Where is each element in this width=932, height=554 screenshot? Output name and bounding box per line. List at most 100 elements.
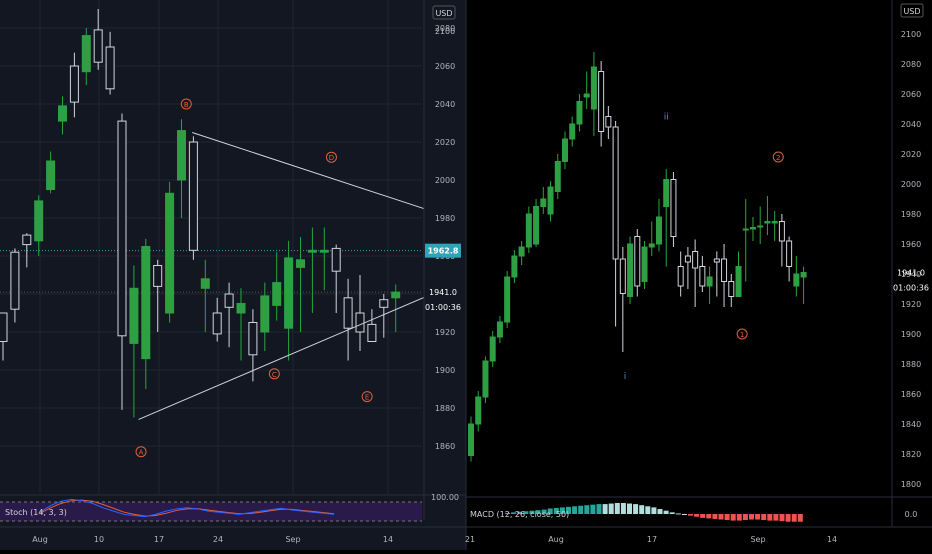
candle[interactable] (482, 356, 489, 404)
candle[interactable] (319, 227, 329, 291)
candle[interactable] (496, 316, 503, 343)
price-tick-label: 2000 (901, 180, 921, 189)
candle[interactable] (93, 9, 103, 70)
candle[interactable] (764, 196, 771, 235)
candle[interactable] (706, 266, 713, 305)
candle[interactable] (554, 154, 561, 199)
price-axis[interactable] (424, 0, 466, 520)
candle[interactable] (34, 195, 44, 256)
candle[interactable] (627, 236, 634, 305)
currency-label: USD (903, 7, 920, 16)
triangle-trendline[interactable] (192, 132, 442, 215)
candle[interactable] (307, 227, 317, 314)
candle[interactable] (583, 71, 590, 110)
currency-box[interactable] (432, 5, 456, 20)
candle[interactable] (177, 119, 186, 218)
time-axis[interactable] (0, 527, 466, 550)
candle[interactable] (771, 211, 778, 241)
candle[interactable] (576, 94, 583, 132)
candle[interactable] (757, 206, 764, 245)
candle[interactable] (605, 106, 612, 139)
candle[interactable] (518, 241, 525, 265)
candle[interactable] (525, 206, 532, 254)
candle[interactable] (728, 274, 735, 307)
candle[interactable] (749, 217, 756, 241)
candle[interactable] (778, 214, 785, 267)
candle[interactable] (81, 28, 91, 85)
candle[interactable] (343, 278, 353, 361)
candle[interactable] (475, 391, 482, 432)
candle-body (153, 265, 163, 287)
candle[interactable] (742, 199, 749, 282)
candle[interactable] (0, 312, 8, 361)
candle[interactable] (105, 31, 115, 95)
candle[interactable] (590, 52, 597, 136)
candle[interactable] (619, 247, 626, 352)
candle[interactable] (547, 181, 554, 222)
candle[interactable] (296, 237, 305, 332)
candle[interactable] (511, 250, 518, 283)
candle[interactable] (561, 131, 568, 170)
candle[interactable] (236, 288, 246, 361)
candle[interactable] (141, 238, 151, 389)
candle[interactable] (188, 136, 198, 260)
candle[interactable] (713, 251, 720, 297)
right-chart-pane[interactable]: iii1218001820184018601880190019201940196… (465, 0, 932, 550)
candle[interactable] (260, 282, 270, 351)
price-tick-label: 1800 (901, 480, 921, 489)
candle[interactable] (200, 259, 210, 332)
candle[interactable] (46, 151, 56, 194)
candle[interactable] (212, 297, 222, 342)
left-chart-pane[interactable]: ABCDE18601880190019201940196019802000202… (0, 0, 466, 550)
candle[interactable] (272, 252, 282, 321)
candle[interactable] (69, 52, 79, 118)
candle[interactable] (540, 187, 547, 214)
candle[interactable] (489, 331, 496, 367)
currency-box[interactable] (900, 3, 924, 18)
candle[interactable] (468, 416, 474, 462)
candle[interactable] (793, 256, 800, 297)
candle[interactable] (663, 169, 670, 267)
candle[interactable] (117, 113, 127, 410)
candle[interactable] (129, 265, 139, 418)
candle[interactable] (224, 282, 234, 348)
candle[interactable] (699, 256, 706, 292)
macd-histogram-bar (547, 508, 553, 514)
candle[interactable] (355, 275, 365, 351)
macd-histogram-bar (797, 514, 803, 522)
candle[interactable] (569, 116, 576, 147)
candle-body (771, 221, 778, 224)
candle-body (670, 179, 677, 237)
candle[interactable] (504, 271, 511, 328)
candle[interactable] (648, 221, 655, 257)
candle[interactable] (641, 241, 648, 289)
candle[interactable] (153, 259, 163, 332)
candle[interactable] (331, 244, 341, 313)
candle[interactable] (721, 244, 728, 307)
candle[interactable] (684, 247, 691, 289)
candle[interactable] (58, 96, 67, 135)
stoch-k-line (39, 498, 335, 518)
candle[interactable] (786, 236, 793, 282)
candle[interactable] (612, 121, 619, 327)
candle[interactable] (692, 239, 699, 308)
candle[interactable] (655, 199, 662, 252)
candle[interactable] (634, 229, 641, 297)
candle[interactable] (391, 284, 401, 333)
candle[interactable] (284, 240, 294, 361)
candle-body (284, 257, 294, 329)
candle[interactable] (248, 309, 258, 382)
candle[interactable] (367, 309, 377, 342)
candle[interactable] (165, 181, 175, 323)
candle[interactable] (735, 251, 742, 297)
candle[interactable] (800, 266, 807, 305)
candle[interactable] (670, 172, 677, 247)
triangle-trendline[interactable] (138, 289, 442, 420)
candle[interactable] (533, 199, 540, 247)
candle[interactable] (379, 294, 389, 338)
candle[interactable] (10, 248, 20, 323)
candle[interactable] (677, 251, 684, 297)
candle[interactable] (22, 233, 32, 268)
candle[interactable] (598, 61, 605, 147)
